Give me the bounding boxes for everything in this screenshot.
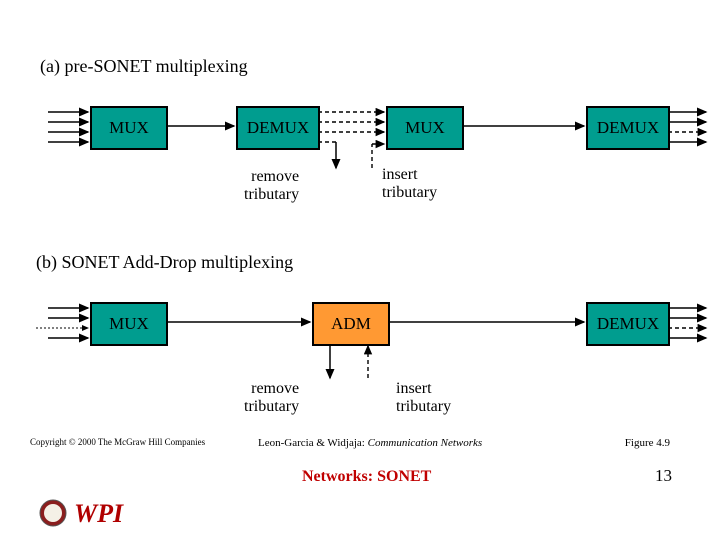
svg-text:WPI: WPI [74, 499, 124, 528]
mux-box-a-left: MUX [90, 106, 168, 150]
insert-tributary-b-label: insert tributary [396, 380, 451, 416]
remove-tributary-a-label: remove tributary [244, 168, 299, 204]
citation-authors: Leon-Garcia & Widjaja: [258, 437, 365, 449]
figure-number: Figure 4.9 [625, 437, 670, 449]
section-b-title: (b) SONET Add-Drop multiplexing [36, 252, 293, 273]
wpi-logo: WPI [38, 498, 178, 528]
demux-box-b: DEMUX [586, 302, 670, 346]
demux-box-a-right: DEMUX [586, 106, 670, 150]
insert-tributary-a-label: insert tributary [382, 166, 437, 202]
remove-tributary-b-label: remove tributary [244, 380, 299, 416]
section-a-title: (a) pre-SONET multiplexing [40, 56, 248, 77]
slide-number: 13 [655, 466, 672, 486]
networks-title: Networks: SONET [302, 468, 431, 486]
citation: Leon-Garcia & Widjaja: Communication Net… [258, 437, 482, 449]
demux-box-a-left: DEMUX [236, 106, 320, 150]
mux-box-a-right: MUX [386, 106, 464, 150]
adm-box: ADM [312, 302, 390, 346]
citation-title: Communication Networks [368, 437, 483, 449]
mux-box-b: MUX [90, 302, 168, 346]
copyright-text: Copyright © 2000 The McGraw Hill Compani… [30, 437, 205, 447]
